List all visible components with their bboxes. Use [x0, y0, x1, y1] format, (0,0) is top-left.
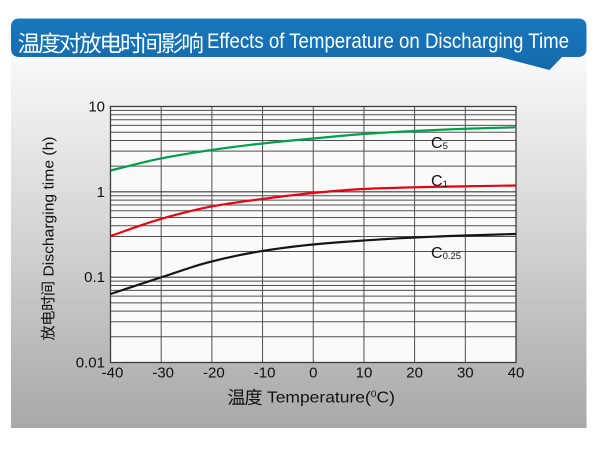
svg-text:10: 10	[88, 99, 105, 116]
svg-text:10: 10	[356, 365, 373, 382]
svg-text:0: 0	[309, 365, 317, 382]
svg-text:-30: -30	[152, 365, 174, 382]
svg-text:-20: -20	[203, 365, 225, 382]
svg-text:Temperature(0C): Temperature(0C)	[267, 389, 395, 407]
svg-text:20: 20	[406, 365, 423, 382]
svg-text:1: 1	[97, 184, 105, 201]
svg-text:-10: -10	[254, 365, 276, 382]
svg-text:Effects of Temperature on Disc: Effects of Temperature on Discharging Ti…	[207, 30, 569, 53]
svg-text:40: 40	[508, 365, 525, 382]
svg-text:Discharging time (h): Discharging time (h)	[42, 137, 58, 277]
svg-text:-40: -40	[102, 365, 124, 382]
svg-text:0.01: 0.01	[76, 355, 105, 372]
svg-text:0.1: 0.1	[84, 269, 105, 286]
svg-text:30: 30	[457, 365, 474, 382]
